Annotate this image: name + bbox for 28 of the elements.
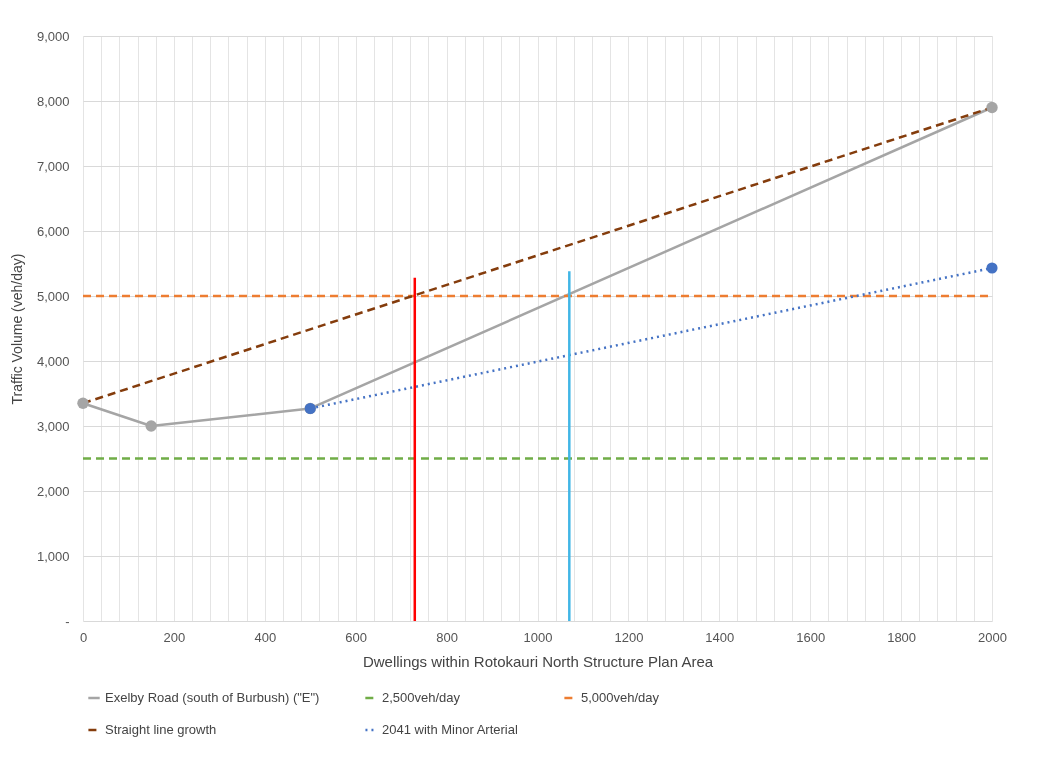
- x-tick-label: 800: [436, 629, 458, 645]
- x-tick-label: 0: [79, 629, 88, 645]
- x-tick-label: 1400: [705, 629, 735, 645]
- x-tick-label: 1800: [887, 629, 917, 645]
- y-tick-label: 4,000: [36, 353, 70, 369]
- x-tick-label: 2000: [978, 629, 1007, 645]
- x-tick-label: 1600: [796, 629, 826, 645]
- y-tick-label: 8,000: [36, 93, 70, 109]
- x-tick-label: 200: [163, 629, 186, 645]
- y-tick-label: -: [65, 613, 70, 629]
- y-tick-label: 5,000: [36, 288, 70, 304]
- x-tick-label: 1000: [523, 629, 553, 645]
- y-tick-label: 1,000: [36, 548, 70, 564]
- y-tick-label: 2,000: [36, 483, 70, 499]
- x-tick-label: 400: [254, 629, 277, 645]
- legend-label: Exelby Road (south of Burbush) ("E"): [105, 690, 320, 705]
- y-tick-label: 9,000: [36, 28, 70, 44]
- x-tick-label: 600: [345, 629, 368, 645]
- legend-label: 2,500veh/day: [382, 690, 461, 705]
- legend-label: 2041 with Minor Arterial: [382, 722, 518, 737]
- y-tick-label: 3,000: [36, 418, 70, 434]
- x-tick-label: 1200: [614, 629, 644, 645]
- legend-label: Straight line growth: [105, 722, 217, 737]
- legend-label: 5,000veh/day: [581, 690, 660, 705]
- x-axis-title: Dwellings within Rotokauri North Structure Plan Area: [362, 652, 714, 670]
- y-tick-label: 7,000: [36, 158, 70, 174]
- y-tick-label: 6,000: [36, 223, 70, 239]
- y-axis-title: Traffic Volume (veh/day): [8, 253, 25, 405]
